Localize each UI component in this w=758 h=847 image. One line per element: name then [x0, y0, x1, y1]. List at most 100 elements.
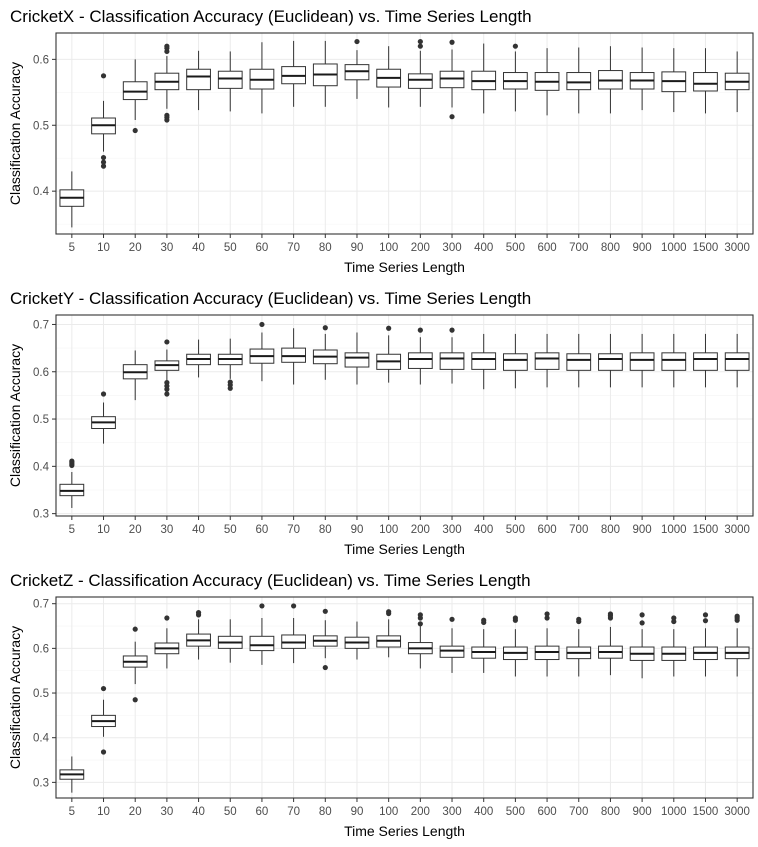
chart-panel-crickety: 0.3 0.4 0.5 0.6 0.7 5 10 20 30 40 50 60 70 80 90 100 200…: [0, 282, 758, 564]
y-tick-label: 0.6: [33, 643, 49, 655]
x-tick-label: 50: [224, 242, 237, 254]
y-tick-label: 0.3: [33, 509, 49, 521]
x-tick-label: 3000: [724, 524, 750, 536]
x-tick-label: 50: [224, 524, 237, 536]
x-tick-label: 40: [192, 806, 205, 818]
x-tick-label: 80: [319, 524, 332, 536]
box-5: [59, 171, 85, 228]
box-1500: [693, 612, 718, 677]
box-900: [629, 612, 655, 679]
iqr-box: [693, 72, 718, 92]
x-tick-label: 700: [569, 806, 588, 818]
outlier-point: [639, 620, 645, 626]
box-80: [312, 608, 338, 671]
outlier-point: [322, 325, 328, 331]
box-500: [503, 43, 528, 112]
box-50: [217, 338, 243, 391]
x-tick-label: 90: [351, 524, 364, 536]
x-tick-label: 3000: [724, 242, 750, 254]
x-tick-label: 10: [97, 242, 110, 254]
outlier-point: [734, 613, 740, 619]
y-tick-label: 0.5: [33, 688, 49, 700]
box-90: [344, 332, 370, 385]
outlier-point: [100, 154, 107, 161]
box-600: [534, 333, 560, 388]
x-tick-label: 30: [160, 806, 173, 818]
box-400: [471, 617, 497, 673]
box-70: [281, 328, 306, 385]
box-100: [376, 46, 402, 108]
iqr-box: [629, 352, 655, 371]
chart-title: CricketX - Classification Accuracy (Eucl…: [10, 7, 532, 26]
x-tick-label: 1500: [693, 806, 719, 818]
x-tick-label: 900: [633, 242, 652, 254]
outlier-point: [449, 114, 455, 120]
plot-area: [56, 33, 753, 234]
box-600: [534, 611, 560, 677]
x-tick-label: 1000: [661, 524, 687, 536]
chart-title: CricketY - Classification Accuracy (Eucl…: [10, 289, 531, 308]
box-1500: [693, 333, 718, 388]
outlier-point: [100, 685, 107, 692]
iqr-box: [407, 73, 433, 89]
outlier-point: [354, 38, 360, 45]
chart-svg-crickety: 0.3 0.4 0.5 0.6 0.7 5 10 20 30 40 50 60 70 80 90 100 200…: [7, 289, 754, 557]
box-800: [598, 333, 623, 388]
iqr-box: [249, 635, 275, 652]
box-500: [503, 615, 528, 677]
box-80: [312, 325, 338, 380]
x-tick-label: 20: [129, 806, 142, 818]
box-700: [566, 47, 592, 114]
x-tick-label: 20: [129, 242, 142, 254]
outlier-point: [417, 327, 423, 333]
chart-svg-cricketx: 0.4 0.5 0.6 5 10 20 30 40 50 60 70 80 90 100 200 300 400…: [7, 7, 754, 275]
box-5: [59, 756, 85, 793]
x-tick-label: 600: [537, 524, 556, 536]
outlier-point: [132, 626, 138, 632]
x-tick-label: 70: [287, 806, 300, 818]
outlier-point: [132, 697, 138, 703]
y-axis-title: Classification Accuracy: [7, 344, 23, 487]
outlier-point: [132, 127, 138, 134]
box-100: [376, 609, 402, 658]
outlier-point: [671, 618, 677, 625]
x-tick-label: 5: [69, 524, 75, 536]
x-tick-label: 1500: [693, 242, 719, 254]
iqr-box: [439, 352, 465, 370]
x-tick-label: 400: [474, 524, 493, 536]
box-500: [503, 333, 528, 389]
box-1000: [661, 333, 687, 388]
x-tick-label: 300: [442, 524, 461, 536]
outlier-point: [449, 327, 455, 333]
outlier-point: [100, 159, 107, 165]
outlier-point: [386, 609, 392, 615]
box-20: [122, 59, 148, 134]
x-tick-label: 3000: [724, 806, 750, 818]
x-tick-label: 90: [351, 242, 364, 254]
y-tick-label: 0.5: [33, 120, 49, 132]
box-300: [439, 327, 465, 384]
x-tick-label: 30: [160, 524, 173, 536]
box-30: [154, 615, 180, 669]
plot-frame: [55, 596, 754, 799]
box-200: [407, 327, 433, 385]
outlier-point: [417, 38, 423, 45]
x-tick-label: 400: [474, 242, 493, 254]
box-200: [407, 612, 433, 669]
x-tick-label: 900: [633, 524, 652, 536]
x-tick-label: 30: [160, 242, 173, 254]
x-tick-label: 500: [506, 806, 525, 818]
x-tick-label: 400: [474, 806, 493, 818]
iqr-box: [566, 72, 592, 91]
outlier-point: [164, 615, 170, 621]
x-tick-label: 60: [256, 806, 269, 818]
outlier-point: [100, 749, 107, 755]
box-80: [312, 40, 338, 107]
x-tick-label: 900: [633, 806, 652, 818]
x-tick-label: 20: [129, 524, 142, 536]
iqr-box: [439, 645, 465, 658]
x-tick-label: 300: [442, 242, 461, 254]
outlier-point: [671, 615, 677, 621]
box-300: [439, 39, 465, 120]
x-tick-label: 800: [601, 806, 620, 818]
